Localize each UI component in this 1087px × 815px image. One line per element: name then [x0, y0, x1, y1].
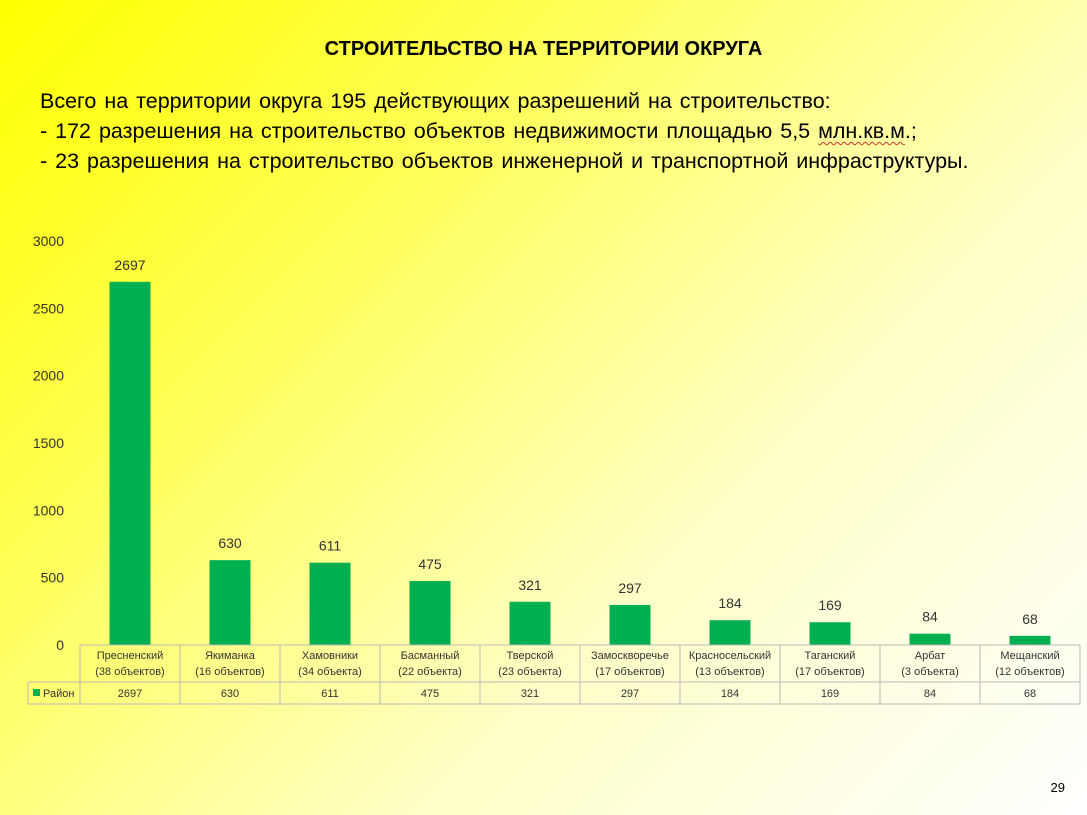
bars [109, 281, 1051, 645]
y-tick-label: 0 [56, 637, 64, 653]
table-value: 2697 [118, 688, 142, 700]
category-label: Басманный [401, 650, 460, 662]
category-sublabel: (16 объектов) [195, 666, 264, 678]
bar-value-label: 84 [922, 609, 938, 625]
table-value: 184 [721, 688, 739, 700]
category-sublabel: (12 объектов) [995, 666, 1064, 678]
table-value: 169 [821, 688, 839, 700]
bar-value-label: 611 [319, 538, 342, 554]
category-sublabel: (22 объекта) [398, 666, 462, 678]
bar-value-label: 630 [218, 535, 242, 551]
y-axis: 0 500 1000 1500 2000 2500 3000 [33, 233, 64, 653]
bar-value-label: 475 [418, 556, 442, 572]
y-tick-label: 2500 [33, 300, 64, 316]
intro-line-total: Всего на территории округа 195 действующ… [40, 89, 831, 113]
y-tick-label: 500 [41, 570, 65, 586]
category-sublabel: (3 объекта) [901, 666, 959, 678]
category-label: Пресненский [97, 650, 164, 662]
intro-line-real-estate-text: - 172 разрешения на строительство объект… [40, 119, 819, 143]
category-label: Таганский [805, 650, 856, 662]
data-table: Пресненский (38 объектов) 2697 Якиманка (16 … [27, 644, 1081, 705]
bar-value-label: 297 [618, 580, 642, 596]
category-label: Мещанский [1000, 650, 1059, 662]
y-tick-label: 1500 [33, 435, 64, 451]
bar [209, 560, 251, 645]
y-tick-label: 3000 [33, 233, 64, 249]
legend-series-name: Район [43, 688, 74, 700]
table-value: 475 [421, 688, 439, 700]
category-label: Красносельский [689, 650, 771, 662]
intro-line-real-estate-unit: млн.кв.м [818, 119, 905, 143]
slide-title: СТРОИТЕЛЬСТВО НА ТЕРРИТОРИИ ОКРУГА [324, 38, 763, 60]
table-value: 68 [1024, 688, 1036, 700]
bar-value-label: 321 [518, 577, 542, 593]
category-sublabel: (17 объектов) [795, 666, 864, 678]
bar [109, 281, 151, 645]
bar [909, 633, 951, 645]
table-value: 321 [521, 688, 539, 700]
category-sublabel: (38 объектов) [95, 666, 164, 678]
bar [809, 622, 851, 645]
bar-value-label: 169 [818, 597, 842, 613]
table-value: 84 [924, 688, 936, 700]
bar [509, 601, 551, 645]
bar [1009, 635, 1051, 645]
bar [409, 581, 451, 645]
intro-line-real-estate-end: .; [904, 119, 917, 143]
bar [309, 562, 351, 645]
category-label: Якиманка [205, 650, 256, 662]
bar [709, 620, 751, 645]
category-sublabel: (34 объекта) [298, 666, 362, 678]
table-value: 297 [621, 688, 639, 700]
bar [609, 605, 651, 645]
bar-value-label: 68 [1022, 611, 1038, 627]
y-tick-label: 1000 [33, 502, 64, 518]
category-label: Хамовники [302, 650, 358, 662]
category-sublabel: (23 объекта) [498, 666, 562, 678]
category-label: Замоскворечье [591, 650, 669, 662]
category-label: Тверской [507, 650, 554, 662]
bar-value-label: 184 [718, 595, 742, 611]
category-sublabel: (13 объектов) [695, 666, 764, 678]
intro-line-infrastructure: - 23 разрешения на строительство объекто… [40, 149, 969, 173]
table-value: 611 [321, 688, 339, 700]
data-labels: 2697 630 611 475 321 297 184 169 84 68 [114, 257, 1038, 627]
bar-value-label: 2697 [114, 257, 145, 273]
intro-text: Всего на территории округа 195 действующ… [40, 86, 1080, 176]
table-value: 630 [221, 688, 239, 700]
y-tick-label: 2000 [33, 368, 64, 384]
category-sublabel: (17 объектов) [595, 666, 664, 678]
legend-swatch [33, 689, 40, 696]
category-label: Арбат [915, 650, 945, 662]
page-number: 29 [1050, 780, 1065, 795]
intro-line-real-estate: - 172 разрешения на строительство объект… [40, 116, 1080, 146]
